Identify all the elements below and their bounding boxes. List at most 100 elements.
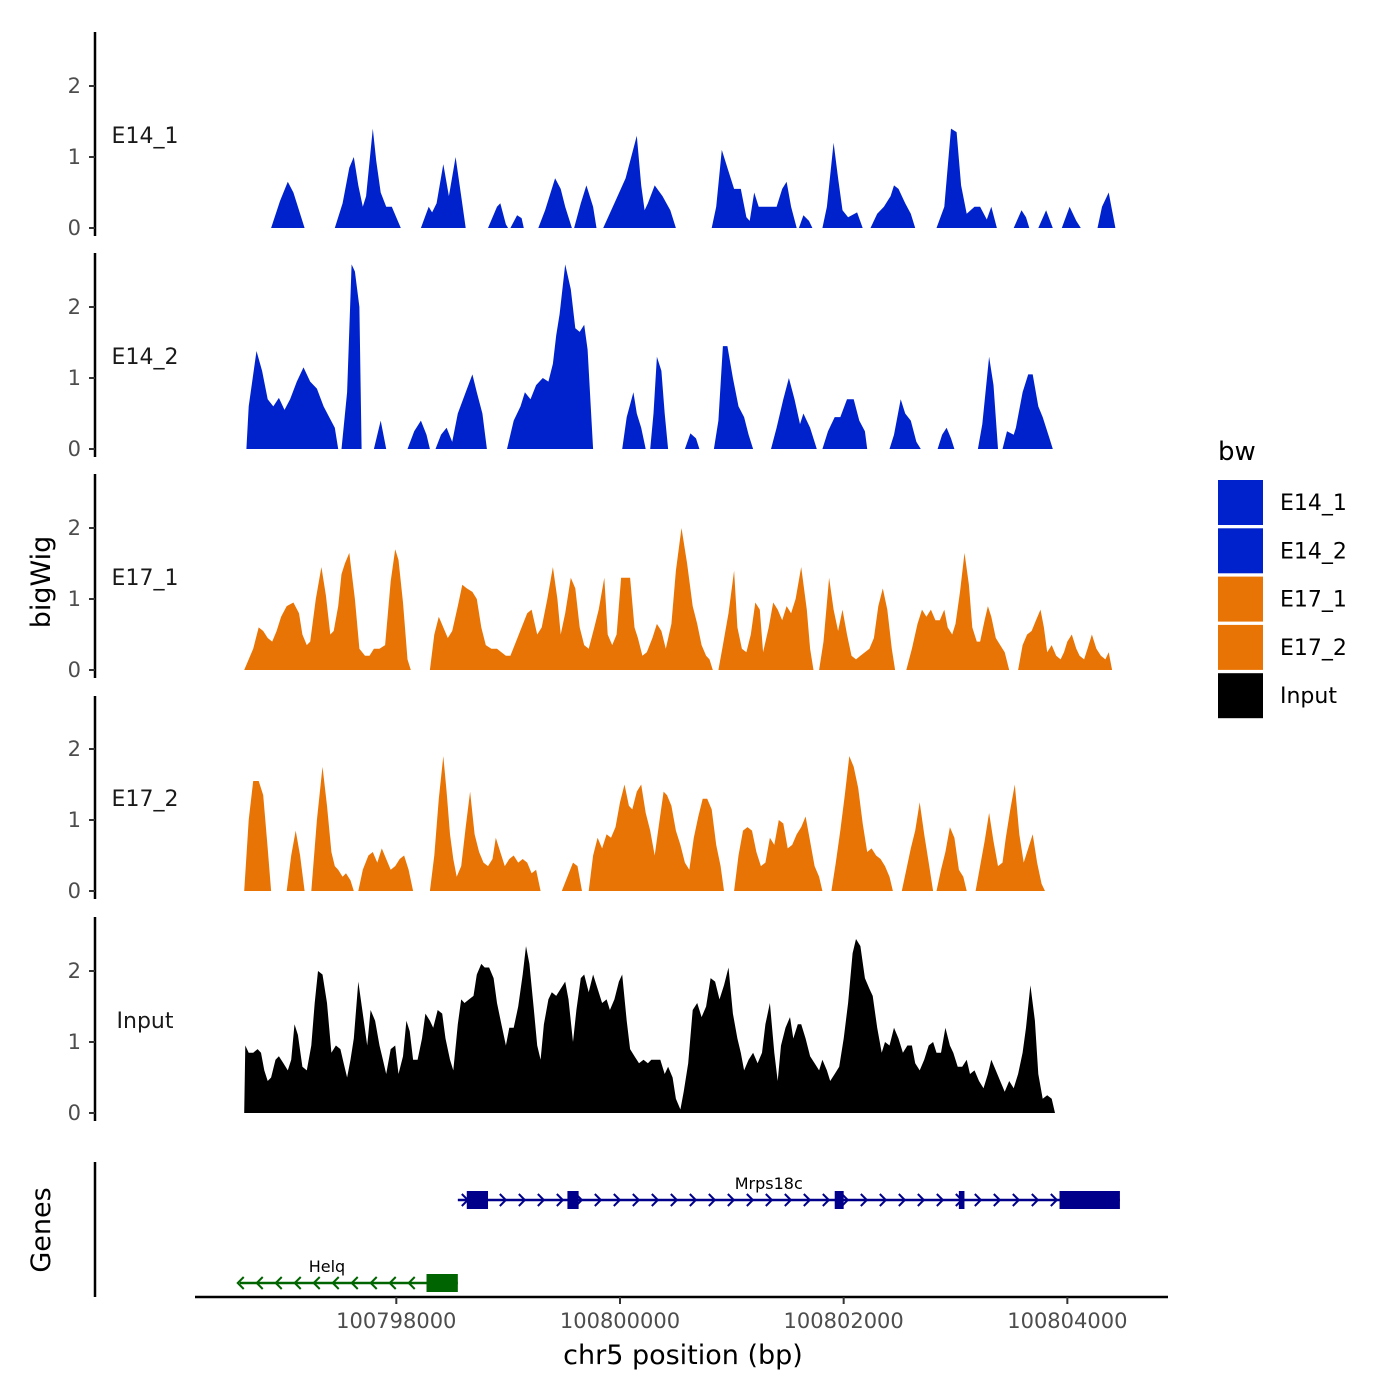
gene-track: Mrps18c Helq: [93, 1162, 1120, 1297]
legend-title: bw: [1218, 437, 1256, 467]
gene-mrps18c: Mrps18c: [457, 1174, 1120, 1209]
x-tick-label: 100798000: [336, 1309, 456, 1333]
gene-label: Helq: [309, 1257, 345, 1276]
x-tick-label: 100800000: [560, 1309, 680, 1333]
strand-arrow: [993, 1193, 1002, 1207]
legend-label: E17_1: [1280, 588, 1347, 613]
strand-arrow: [765, 1193, 774, 1207]
legend-swatch: [1218, 480, 1263, 525]
legend-item-e14-1: E14_1: [1218, 480, 1347, 525]
strand-arrow: [822, 1193, 831, 1207]
track-label: Input: [117, 1009, 174, 1034]
strand-arrow: [556, 1193, 565, 1207]
y-tick-label: 0: [68, 879, 81, 903]
strand-arrow: [350, 1276, 359, 1290]
y-tick-label: 2: [68, 959, 81, 983]
strand-arrow: [1031, 1193, 1040, 1207]
track-label: E17_2: [112, 787, 179, 812]
legend-label: E14_2: [1280, 539, 1347, 564]
legend-swatch: [1218, 624, 1263, 670]
y-tick-label: 2: [68, 74, 81, 98]
track-panel-input: 0 1 2 Input: [68, 917, 1055, 1125]
strand-arrow: [236, 1276, 245, 1290]
track-label: E14_1: [112, 124, 179, 149]
y-tick-label: 1: [68, 587, 81, 611]
legend-item-e17-2: E17_2: [1218, 624, 1347, 670]
strand-arrow: [917, 1193, 926, 1207]
strand-arrow: [499, 1193, 508, 1207]
strand-arrow: [1012, 1193, 1021, 1207]
strand-arrow: [369, 1276, 378, 1290]
y-tick-label: 2: [68, 737, 81, 761]
strand-arrow: [632, 1193, 641, 1207]
track-label: E14_2: [112, 345, 179, 370]
strand-arrow: [537, 1193, 546, 1207]
x-tick-label: 100804000: [1007, 1309, 1127, 1333]
strand-arrow: [1050, 1193, 1059, 1207]
strand-arrow: [255, 1276, 264, 1290]
legend-swatch: [1218, 673, 1263, 719]
x-axis-title: chr5 position (bp): [563, 1340, 803, 1371]
strand-arrow: [784, 1193, 793, 1207]
strand-arrow: [746, 1193, 755, 1207]
y-tick-label: 2: [68, 295, 81, 319]
exon: [1059, 1191, 1120, 1209]
strand-arrow: [312, 1276, 321, 1290]
coverage-area-e14-1: [271, 128, 1116, 228]
y-tick-label: 1: [68, 145, 81, 169]
strand-arrow: [879, 1193, 888, 1207]
exon: [834, 1191, 844, 1209]
y-tick-label: 0: [68, 437, 81, 461]
coverage-area-e17-1: [244, 528, 1113, 670]
y-tick-label: 2: [68, 516, 81, 540]
exon: [958, 1191, 965, 1209]
strand-arrow: [518, 1193, 527, 1207]
track-label: E17_1: [112, 566, 179, 591]
strand-arrow: [936, 1193, 945, 1207]
y-axis-title: bigWig: [26, 536, 57, 629]
strand-arrow: [708, 1193, 717, 1207]
track-panel-e17-1: 0 1 2 E17_1: [68, 474, 1113, 682]
exon: [567, 1191, 579, 1209]
strand-arrow: [898, 1193, 907, 1207]
exon: [426, 1274, 458, 1292]
legend-item-e14-2: E14_2: [1218, 528, 1347, 574]
strand-arrow: [689, 1193, 698, 1207]
strand-arrow: [651, 1193, 660, 1207]
track-panel-e14-1: 0 1 2 E14_1: [68, 32, 1116, 240]
strand-arrow: [670, 1193, 679, 1207]
legend-label: E17_2: [1280, 636, 1347, 661]
strand-arrow: [974, 1193, 983, 1207]
x-tick-label: 100802000: [784, 1309, 904, 1333]
gene-label: Mrps18c: [735, 1174, 803, 1193]
strand-arrow: [388, 1276, 397, 1290]
y-tick-label: 1: [68, 808, 81, 832]
x-axis: 100798000 100800000 100802000 100804000: [195, 1295, 1168, 1333]
coverage-area-input: [244, 939, 1055, 1113]
track-panel-e17-2: 0 1 2 E17_2: [68, 696, 1045, 903]
strand-arrow: [407, 1276, 416, 1290]
strand-arrow: [594, 1193, 603, 1207]
y-tick-label: 0: [68, 216, 81, 240]
strand-arrow: [803, 1193, 812, 1207]
track-panel-e14-2: 0 1 2 E14_2: [68, 253, 1053, 461]
strand-arrow: [331, 1276, 340, 1290]
strand-arrow: [727, 1193, 736, 1207]
y-tick-label: 0: [68, 1101, 81, 1125]
legend-swatch: [1218, 528, 1263, 574]
y-tick-label: 0: [68, 658, 81, 682]
strand-arrow: [841, 1193, 850, 1207]
legend: bw E14_1 E14_2 E17_1 E17_2 Input: [1218, 437, 1347, 719]
strand-arrow: [613, 1193, 622, 1207]
legend-item-input: Input: [1218, 673, 1337, 719]
y-tick-label: 1: [68, 366, 81, 390]
legend-swatch: [1218, 576, 1263, 622]
strand-arrow: [860, 1193, 869, 1207]
gene-helq: Helq: [236, 1257, 458, 1292]
exon: [466, 1191, 489, 1209]
coverage-tracks: 0 1 2 E14_1 0 1 2 E14_2 0 1 2 E17_1 0 1 2 E17_2 0 1 2 Input: [68, 32, 1116, 1125]
legend-label: E14_1: [1280, 491, 1347, 516]
legend-item-e17-1: E17_1: [1218, 576, 1347, 622]
